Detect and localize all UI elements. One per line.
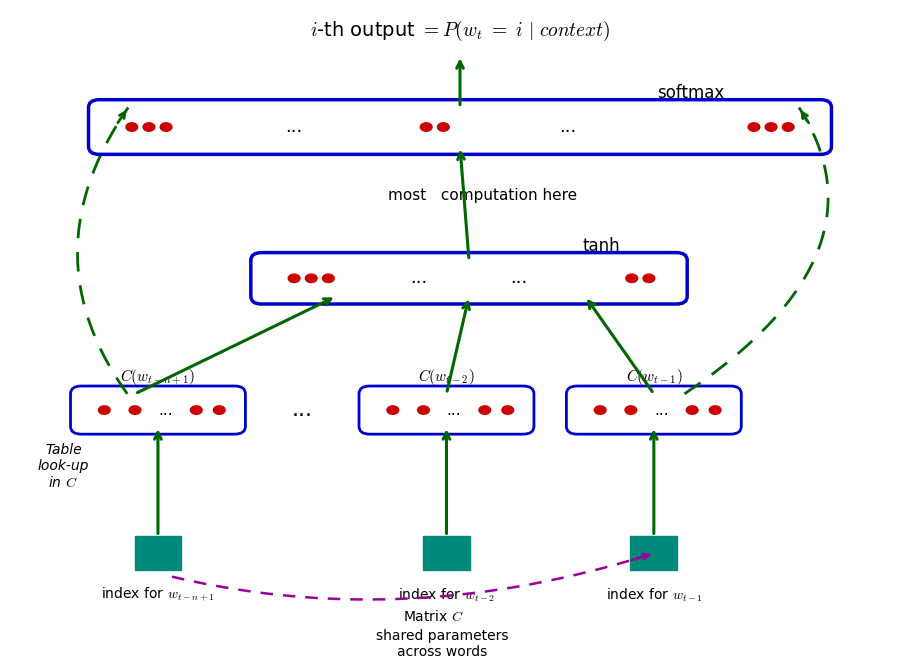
- Circle shape: [323, 274, 334, 283]
- Text: $C(w_{t-1})$: $C(w_{t-1})$: [625, 367, 681, 387]
- Circle shape: [709, 406, 720, 414]
- Circle shape: [288, 274, 300, 283]
- FancyBboxPatch shape: [423, 537, 470, 570]
- FancyBboxPatch shape: [251, 252, 686, 304]
- Circle shape: [594, 406, 606, 414]
- FancyBboxPatch shape: [566, 386, 741, 434]
- Circle shape: [479, 406, 490, 414]
- Text: index for $w_{t-2}$: index for $w_{t-2}$: [398, 586, 494, 604]
- Text: shared parameters
across words: shared parameters across words: [375, 629, 507, 659]
- FancyBboxPatch shape: [71, 386, 245, 434]
- Text: index for $w_{t-n+1}$: index for $w_{t-n+1}$: [101, 586, 214, 604]
- Text: ...: ...: [653, 402, 668, 418]
- Circle shape: [502, 406, 513, 414]
- Text: Matrix $C$: Matrix $C$: [403, 609, 463, 624]
- FancyBboxPatch shape: [134, 537, 181, 570]
- Circle shape: [213, 406, 225, 414]
- Circle shape: [417, 406, 429, 414]
- Circle shape: [98, 406, 110, 414]
- Circle shape: [686, 406, 698, 414]
- Circle shape: [143, 123, 154, 131]
- Circle shape: [190, 406, 202, 414]
- Text: ...: ...: [291, 400, 312, 420]
- Circle shape: [642, 274, 654, 283]
- Text: ...: ...: [447, 402, 461, 418]
- Text: $C(w_{t-n+1})$: $C(w_{t-n+1})$: [120, 367, 195, 387]
- Text: Table
look-up
in $C$: Table look-up in $C$: [38, 443, 89, 490]
- Text: $C(w_{t-2})$: $C(w_{t-2})$: [418, 367, 474, 387]
- Text: index for $w_{t-1}$: index for $w_{t-1}$: [605, 586, 701, 604]
- FancyBboxPatch shape: [630, 537, 676, 570]
- Circle shape: [126, 123, 138, 131]
- Text: ...: ...: [410, 270, 427, 288]
- Circle shape: [747, 123, 759, 131]
- Text: softmax: softmax: [656, 84, 723, 102]
- Circle shape: [781, 123, 793, 131]
- Text: most   computation here: most computation here: [388, 188, 576, 203]
- Text: ...: ...: [158, 402, 173, 418]
- FancyBboxPatch shape: [358, 386, 533, 434]
- Circle shape: [129, 406, 141, 414]
- Circle shape: [420, 123, 432, 131]
- Circle shape: [625, 274, 637, 283]
- Circle shape: [160, 123, 172, 131]
- Text: tanh: tanh: [583, 237, 620, 255]
- Circle shape: [305, 274, 317, 283]
- Circle shape: [624, 406, 636, 414]
- Text: $i$-th output $= P(w_t\ =\ i\ |\ context)$: $i$-th output $= P(w_t\ =\ i\ |\ context…: [310, 19, 609, 43]
- Circle shape: [387, 406, 398, 414]
- FancyBboxPatch shape: [88, 100, 831, 154]
- Circle shape: [765, 123, 776, 131]
- Text: ...: ...: [510, 270, 527, 288]
- Text: ...: ...: [285, 118, 302, 136]
- Text: ...: ...: [559, 118, 576, 136]
- Circle shape: [437, 123, 448, 131]
